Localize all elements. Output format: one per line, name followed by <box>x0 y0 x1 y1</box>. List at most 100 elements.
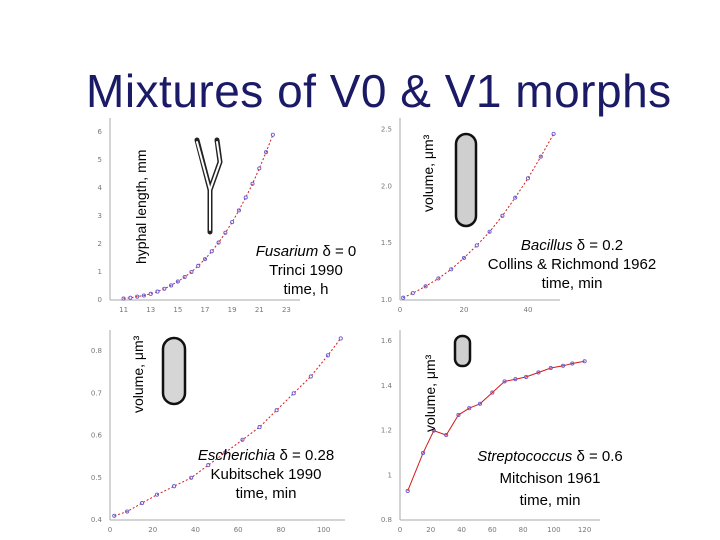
fusarium-delta: δ = 0 <box>322 243 357 260</box>
fusarium-x-tick: 21 <box>255 306 264 314</box>
fusarium-x-tick: 11 <box>119 306 128 314</box>
bacillus-fit-curve <box>402 133 555 299</box>
streptococcus-data-point <box>421 450 426 455</box>
escherichia-data-point <box>291 391 296 396</box>
fusarium-data-point <box>209 249 214 254</box>
fusarium-data-point <box>250 181 255 186</box>
streptococcus-y-tick: 1.2 <box>381 427 392 435</box>
streptococcus-caption: Streptococcus δ = 0.6 Mitchison 1961 tim… <box>470 446 630 512</box>
escherichia-y-tick: 0.6 <box>91 432 103 440</box>
escherichia-delta: δ = 0.28 <box>279 447 335 464</box>
fusarium-y-tick: 6 <box>98 128 103 136</box>
fusarium-x-tick: 19 <box>228 306 237 314</box>
streptococcus-x-tick: 20 <box>426 526 435 534</box>
streptococcus-data-point <box>536 370 541 375</box>
bacillus-ylabel: volume, μm³ <box>420 134 436 212</box>
escherichia-data-point <box>274 408 279 413</box>
bacillus-data-point <box>449 267 454 272</box>
fusarium-x-tick: 15 <box>173 306 182 314</box>
fusarium-organism: Fusarium <box>255 243 319 260</box>
streptococcus-x-tick: 0 <box>398 526 402 534</box>
fusarium-xlabel: time, h <box>283 281 329 298</box>
escherichia-x-tick: 80 <box>276 526 285 534</box>
escherichia-x-tick: 20 <box>148 526 157 534</box>
bacillus-data-point <box>410 291 415 296</box>
bacillus-data-point <box>401 295 406 300</box>
escherichia-fit-curve <box>114 338 342 517</box>
bacillus-panel: 0 20 40 1.0 1.5 2.0 2.5 <box>381 118 560 314</box>
escherichia-x-tick: 0 <box>108 526 112 534</box>
bacillus-cell-icon <box>454 132 478 228</box>
fusarium-ylabel: hyphal length, mm <box>133 149 149 264</box>
escherichia-data-point <box>325 353 330 358</box>
slide-title: Mixtures of V0 & V1 morphs <box>86 65 672 117</box>
fusarium-data-point <box>182 274 187 280</box>
streptococcus-x-tick: 120 <box>578 526 591 534</box>
fusarium-data-point <box>128 295 133 300</box>
fusarium-data-point <box>216 240 221 245</box>
fusarium-data-point <box>162 286 167 291</box>
escherichia-panel: 0 20 40 60 80 100 0.4 0.5 0.6 0.7 0.8 <box>91 330 345 534</box>
escherichia-data-point <box>257 425 262 430</box>
fusarium-data-point <box>223 230 228 235</box>
escherichia-data-point <box>223 450 228 455</box>
escherichia-data-point <box>189 475 194 480</box>
fusarium-data-point <box>175 279 180 284</box>
streptococcus-data-point <box>524 374 529 379</box>
bacillus-data-point <box>461 255 467 260</box>
bacillus-y-tick: 2.0 <box>381 182 392 190</box>
bacillus-y-tick: 2.5 <box>381 125 392 133</box>
streptococcus-data-point <box>548 365 553 371</box>
escherichia-organism: Escherichia <box>197 447 276 464</box>
fusarium-fit-curve <box>123 134 274 300</box>
escherichia-data-point <box>125 509 130 514</box>
bacillus-data-point <box>436 276 441 281</box>
bacillus-data-point <box>500 213 505 218</box>
fusarium-data-point <box>236 208 241 213</box>
streptococcus-y-tick: 1.4 <box>381 382 393 390</box>
fusarium-data-point <box>121 296 126 301</box>
bacillus-data-point <box>474 243 479 248</box>
fusarium-data-point <box>141 293 146 298</box>
escherichia-y-tick: 0.5 <box>91 474 102 482</box>
streptococcus-y-tick: 0.8 <box>381 516 392 524</box>
streptococcus-x-tick: 40 <box>457 526 466 534</box>
bacillus-caption: Bacillus δ = 0.2 Collins & Richmond 1962… <box>472 236 672 293</box>
streptococcus-data-point <box>502 379 507 384</box>
streptococcus-data-point <box>431 428 436 433</box>
fusarium-data-point <box>230 220 235 225</box>
bacillus-data-point <box>525 176 531 181</box>
streptococcus-cell-icon <box>453 334 472 368</box>
bacillus-data-point <box>487 229 492 234</box>
bacillus-data-point <box>551 131 556 136</box>
escherichia-data-point <box>139 501 145 506</box>
bacillus-organism: Bacillus <box>520 237 573 254</box>
streptococcus-data-point <box>405 488 410 493</box>
streptococcus-y-tick: 1 <box>388 471 392 479</box>
fusarium-y-tick: 0 <box>98 296 102 304</box>
fusarium-reference: Trinci 1990 <box>269 262 343 279</box>
streptococcus-data-point <box>513 377 518 382</box>
streptococcus-x-tick: 80 <box>519 526 528 534</box>
bacillus-x-tick: 20 <box>460 306 469 314</box>
escherichia-data-point <box>308 374 313 379</box>
escherichia-data-point <box>206 463 211 468</box>
streptococcus-xlabel: time, min <box>519 492 581 509</box>
streptococcus-organism: Streptococcus <box>477 448 573 465</box>
escherichia-x-tick: 100 <box>317 526 330 534</box>
fusarium-caption: Fusarium δ = 0 Trinci 1990 time, h <box>240 242 372 299</box>
fusarium-data-point <box>169 283 174 288</box>
escherichia-data-point <box>172 484 177 489</box>
bacillus-x-tick: 40 <box>524 306 533 314</box>
streptococcus-panel: 0 20 40 60 80 100 120 0.8 1 1.2 1.4 1.6 <box>381 330 600 534</box>
fusarium-y-tick: 3 <box>98 212 102 220</box>
streptococcus-data-point <box>561 363 566 368</box>
fusarium-data-point <box>196 263 201 268</box>
streptococcus-data-point <box>570 361 575 366</box>
streptococcus-y-tick: 1.6 <box>381 337 393 345</box>
streptococcus-x-tick: 60 <box>488 526 497 534</box>
bacillus-data-point <box>513 195 518 200</box>
bacillus-x-tick: 0 <box>398 306 402 314</box>
bacillus-data-point <box>423 284 428 289</box>
